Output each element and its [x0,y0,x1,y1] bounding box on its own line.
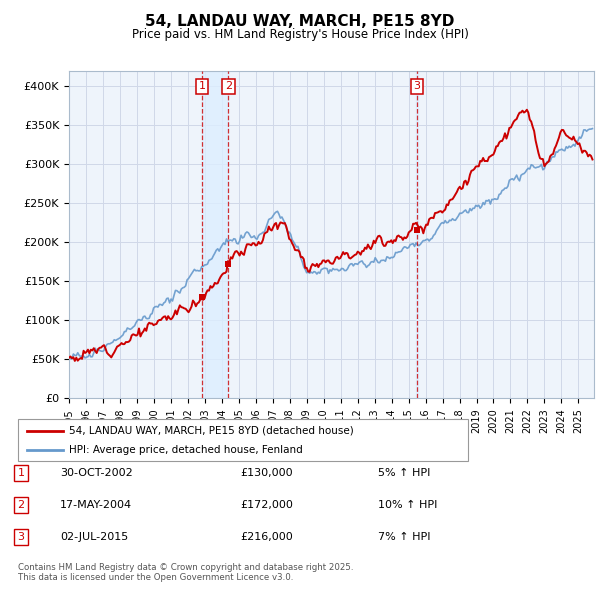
Text: 1: 1 [199,81,205,91]
Text: Contains HM Land Registry data © Crown copyright and database right 2025.
This d: Contains HM Land Registry data © Crown c… [18,563,353,582]
Text: 10% ↑ HPI: 10% ↑ HPI [378,500,437,510]
Text: HPI: Average price, detached house, Fenland: HPI: Average price, detached house, Fenl… [69,445,303,455]
Text: 02-JUL-2015: 02-JUL-2015 [60,532,128,542]
Text: 2: 2 [17,500,25,510]
Bar [202,71,228,398]
Text: £130,000: £130,000 [240,468,293,478]
FancyBboxPatch shape [18,419,468,461]
Text: 54, LANDAU WAY, MARCH, PE15 8YD: 54, LANDAU WAY, MARCH, PE15 8YD [145,14,455,30]
Text: £216,000: £216,000 [240,532,293,542]
Text: Price paid vs. HM Land Registry's House Price Index (HPI): Price paid vs. HM Land Registry's House … [131,28,469,41]
Bar [416,71,418,398]
Text: 3: 3 [413,81,421,91]
Text: £172,000: £172,000 [240,500,293,510]
Text: 5% ↑ HPI: 5% ↑ HPI [378,468,430,478]
Text: 30-OCT-2002: 30-OCT-2002 [60,468,133,478]
Text: 7% ↑ HPI: 7% ↑ HPI [378,532,431,542]
Text: 54, LANDAU WAY, MARCH, PE15 8YD (detached house): 54, LANDAU WAY, MARCH, PE15 8YD (detache… [69,426,354,436]
Text: 1: 1 [17,468,25,478]
Text: 2: 2 [225,81,232,91]
Text: 17-MAY-2004: 17-MAY-2004 [60,500,132,510]
Text: 3: 3 [17,532,25,542]
